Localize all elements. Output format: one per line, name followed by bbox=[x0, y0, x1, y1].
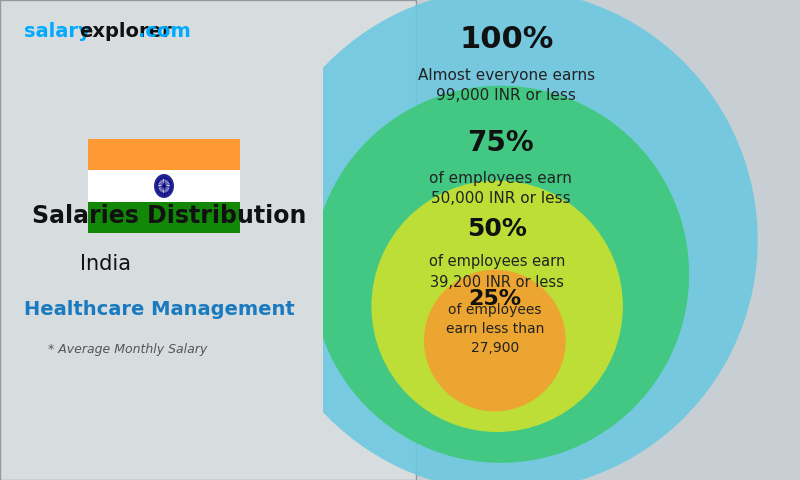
FancyBboxPatch shape bbox=[88, 139, 240, 170]
Circle shape bbox=[312, 86, 689, 463]
Text: of employees earn
50,000 INR or less: of employees earn 50,000 INR or less bbox=[429, 171, 572, 206]
FancyBboxPatch shape bbox=[0, 0, 416, 480]
Circle shape bbox=[255, 0, 758, 480]
Text: 25%: 25% bbox=[468, 289, 522, 310]
Circle shape bbox=[371, 180, 623, 432]
Text: India: India bbox=[80, 254, 131, 275]
Text: 100%: 100% bbox=[459, 25, 554, 55]
Circle shape bbox=[424, 270, 566, 411]
Text: salary: salary bbox=[24, 22, 90, 41]
Text: of employees
earn less than
27,900: of employees earn less than 27,900 bbox=[446, 303, 544, 355]
Text: * Average Monthly Salary: * Average Monthly Salary bbox=[48, 343, 207, 356]
Circle shape bbox=[158, 179, 170, 193]
Text: of employees earn
39,200 INR or less: of employees earn 39,200 INR or less bbox=[429, 254, 566, 290]
Text: .com: .com bbox=[138, 22, 191, 41]
Text: explorer: explorer bbox=[79, 22, 172, 41]
FancyBboxPatch shape bbox=[88, 202, 240, 233]
Text: Salaries Distribution: Salaries Distribution bbox=[32, 204, 306, 228]
Text: Almost everyone earns
99,000 INR or less: Almost everyone earns 99,000 INR or less bbox=[418, 68, 595, 103]
Circle shape bbox=[154, 174, 174, 198]
Text: 50%: 50% bbox=[467, 216, 527, 240]
FancyBboxPatch shape bbox=[88, 170, 240, 202]
Text: 75%: 75% bbox=[467, 129, 534, 157]
Text: Healthcare Management: Healthcare Management bbox=[24, 300, 294, 319]
